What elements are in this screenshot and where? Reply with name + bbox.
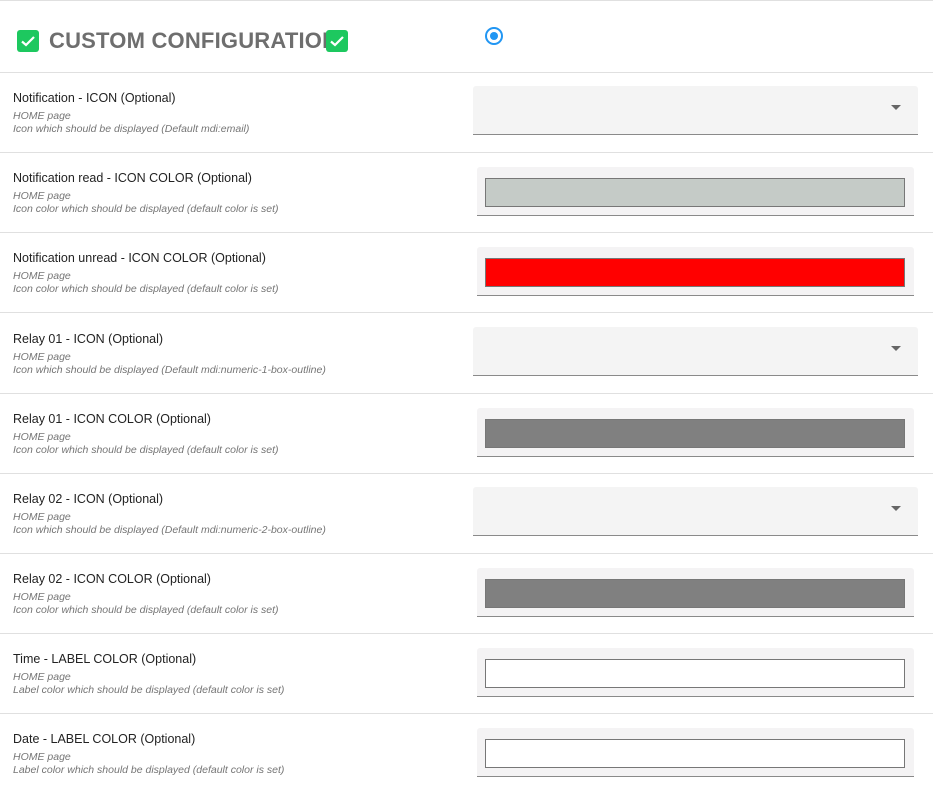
row-page: HOME page bbox=[13, 751, 71, 763]
icon-select[interactable] bbox=[473, 327, 918, 376]
color-swatch[interactable] bbox=[485, 579, 905, 608]
row-label: Notification unread - ICON COLOR (Option… bbox=[13, 251, 266, 265]
row-description: HOME page Icon color which should be disp… bbox=[13, 591, 279, 617]
config-row: Relay 02 - ICON COLOR (Optional) HOME pa… bbox=[0, 554, 933, 634]
icon-select[interactable] bbox=[473, 487, 918, 536]
row-label: Relay 01 - ICON COLOR (Optional) bbox=[13, 412, 211, 426]
row-description: HOME page Icon color which should be disp… bbox=[13, 270, 279, 296]
row-description: HOME page Icon color which should be disp… bbox=[13, 431, 279, 457]
dropdown-arrow-icon bbox=[891, 105, 901, 110]
color-swatch[interactable] bbox=[485, 659, 905, 688]
row-help: Icon which should be displayed (Default … bbox=[13, 524, 326, 536]
color-field[interactable] bbox=[477, 648, 914, 697]
row-help: Icon which should be displayed (Default … bbox=[13, 123, 250, 135]
row-description: HOME page Icon which should be displayed … bbox=[13, 110, 249, 136]
row-help: Icon which should be displayed (Default … bbox=[13, 364, 326, 376]
top-divider bbox=[0, 0, 933, 1]
row-help: Icon color which should be displayed (de… bbox=[13, 604, 279, 616]
row-description: HOME page Icon which should be displayed … bbox=[13, 511, 326, 537]
config-row: Notification - ICON (Optional) HOME page… bbox=[0, 73, 933, 153]
row-label: Relay 02 - ICON COLOR (Optional) bbox=[13, 572, 211, 586]
color-swatch[interactable] bbox=[485, 258, 905, 287]
row-page: HOME page bbox=[13, 351, 71, 363]
row-label: Relay 01 - ICON (Optional) bbox=[13, 332, 164, 346]
row-help: Label color which should be displayed (d… bbox=[13, 684, 285, 696]
row-label: Notification read - ICON COLOR (Optional… bbox=[13, 171, 252, 185]
row-page: HOME page bbox=[13, 671, 71, 683]
config-row: Notification read - ICON COLOR (Optional… bbox=[0, 153, 933, 233]
color-field[interactable] bbox=[477, 568, 914, 617]
config-row: Relay 01 - ICON (Optional) HOME page Icon… bbox=[0, 314, 933, 394]
dropdown-arrow-icon bbox=[891, 346, 901, 351]
config-row: Date - LABEL COLOR (Optional) HOME page L… bbox=[0, 714, 933, 794]
config-row: Time - LABEL COLOR (Optional) HOME page L… bbox=[0, 634, 933, 714]
row-page: HOME page bbox=[13, 511, 71, 523]
row-label: Notification - ICON (Optional) bbox=[13, 91, 176, 105]
config-row: Notification unread - ICON COLOR (Option… bbox=[0, 233, 933, 313]
row-page: HOME page bbox=[13, 431, 71, 443]
config-row: Relay 02 - ICON (Optional) HOME page Icon… bbox=[0, 474, 933, 554]
row-label: Date - LABEL COLOR (Optional) bbox=[13, 732, 196, 746]
color-swatch[interactable] bbox=[485, 419, 905, 448]
dropdown-arrow-icon bbox=[891, 506, 901, 511]
row-help: Icon color which should be displayed (de… bbox=[13, 444, 279, 456]
color-swatch[interactable] bbox=[485, 178, 905, 207]
section-title: CUSTOM CONFIGURATION bbox=[49, 28, 339, 53]
color-field[interactable] bbox=[477, 167, 914, 216]
section-header: CUSTOM CONFIGURATION bbox=[0, 1, 933, 73]
row-page: HOME page bbox=[13, 110, 71, 122]
row-description: HOME page Label color which should be dis… bbox=[13, 671, 284, 697]
row-description: HOME page Icon color which should be disp… bbox=[13, 190, 279, 216]
color-field[interactable] bbox=[477, 247, 914, 296]
row-help: Icon color which should be displayed (de… bbox=[13, 283, 279, 295]
check-icon bbox=[17, 30, 39, 52]
config-row: Relay 01 - ICON COLOR (Optional) HOME pa… bbox=[0, 394, 933, 474]
section-radio-button[interactable] bbox=[485, 27, 503, 45]
row-page: HOME page bbox=[13, 270, 71, 282]
row-label: Time - LABEL COLOR (Optional) bbox=[13, 652, 197, 666]
row-help: Icon color which should be displayed (de… bbox=[13, 203, 279, 215]
row-label: Relay 02 - ICON (Optional) bbox=[13, 492, 164, 506]
color-field[interactable] bbox=[477, 408, 914, 457]
color-field[interactable] bbox=[477, 728, 914, 777]
row-page: HOME page bbox=[13, 591, 71, 603]
icon-select[interactable] bbox=[473, 86, 918, 135]
row-description: HOME page Label color which should be dis… bbox=[13, 751, 284, 777]
color-swatch[interactable] bbox=[485, 739, 905, 768]
row-help: Label color which should be displayed (d… bbox=[13, 764, 285, 776]
row-page: HOME page bbox=[13, 190, 71, 202]
check-icon bbox=[326, 30, 348, 52]
row-description: HOME page Icon which should be displayed … bbox=[13, 351, 326, 377]
